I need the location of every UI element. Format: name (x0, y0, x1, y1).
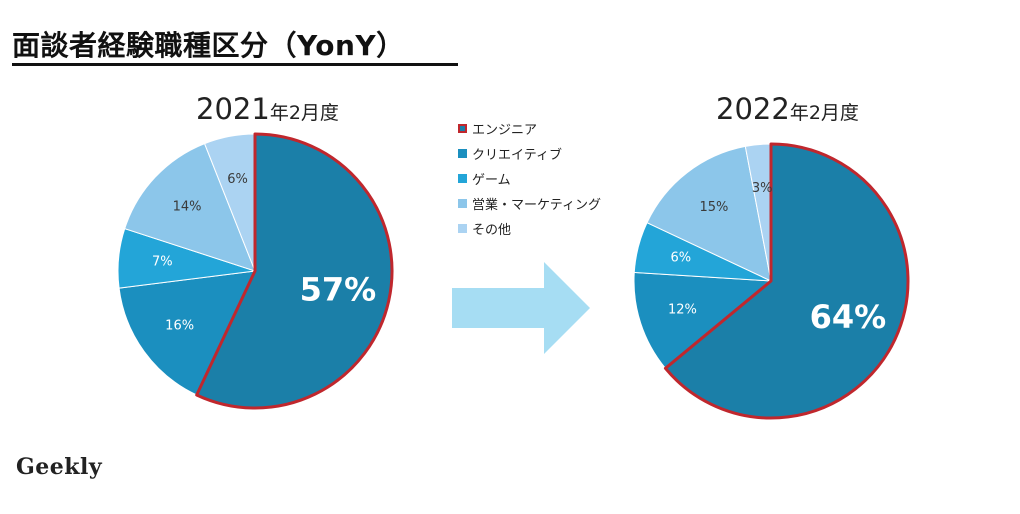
legend-swatch (458, 124, 467, 133)
pie-slice-creative (633, 271, 773, 370)
data-label-other: 3% (752, 181, 773, 196)
legend-item-sales-marketing: 営業・マーケティング (458, 191, 601, 216)
data-label-creative: 12% (668, 302, 697, 317)
legend-swatch (458, 174, 467, 183)
legend-swatch (458, 224, 467, 233)
pie-slice-engineer (663, 142, 910, 420)
pie-slice-engineer (195, 132, 394, 410)
legend-item-other: その他 (458, 216, 601, 241)
chart-heading-2021: 2021年2月度 (196, 92, 339, 130)
chart-heading-year: 2022 (716, 92, 790, 126)
data-label-creative: 16% (165, 318, 194, 333)
data-label-engineer: 57% (300, 271, 377, 309)
chart-legend: エンジニア クリエイティブ ゲーム 営業・マーケティング その他 (458, 116, 601, 241)
chart-heading-suffix: 年2月度 (269, 102, 339, 124)
legend-item-creative: クリエイティブ (458, 141, 601, 166)
pie-chart-2021: 57% 16% 7% 14% 6% (117, 132, 394, 410)
legend-swatch (458, 199, 467, 208)
data-label-game: 7% (152, 255, 173, 270)
pie-slice-creative (118, 270, 256, 396)
pie-slice-sales-marketing (124, 142, 256, 272)
data-label-sales-marketing: 15% (699, 200, 728, 215)
pie-chart-2022: 64% 12% 6% 15% 3% (633, 142, 910, 420)
page-title: 面談者経験職種区分（YonY） (12, 29, 405, 62)
legend-swatch (458, 149, 467, 158)
legend-label: クリエイティブ (472, 148, 562, 163)
data-label-other: 6% (227, 172, 248, 187)
data-label-engineer: 64% (810, 298, 887, 336)
data-label-sales-marketing: 14% (173, 200, 202, 215)
legend-label: その他 (472, 223, 512, 238)
geekly-logo: Geekly (16, 454, 103, 480)
legend-item-engineer: エンジニア (458, 116, 601, 141)
arrow-shape (452, 262, 590, 354)
legend-label: 営業・マーケティング (472, 198, 601, 213)
chart-heading-year: 2021 (196, 92, 270, 126)
pie-slice-sales-marketing (646, 145, 772, 282)
chart-heading-suffix: 年2月度 (789, 102, 859, 124)
chart-heading-2022: 2022年2月度 (716, 92, 859, 130)
arrow-right-icon (452, 262, 590, 354)
data-label-game: 6% (670, 250, 691, 265)
legend-item-game: ゲーム (458, 166, 601, 191)
legend-label: ゲーム (472, 173, 511, 188)
legend-label: エンジニア (472, 123, 538, 138)
title-underline (12, 63, 458, 66)
